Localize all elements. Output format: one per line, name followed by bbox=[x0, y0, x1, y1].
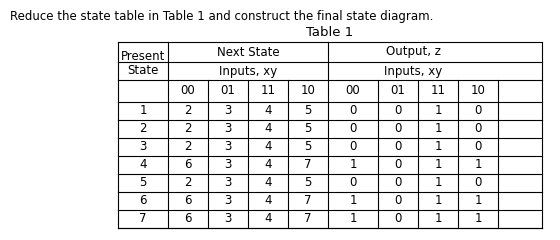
Text: 1: 1 bbox=[474, 158, 482, 172]
Text: 4: 4 bbox=[264, 194, 272, 208]
Text: Reduce the state table in Table 1 and construct the final state diagram.: Reduce the state table in Table 1 and co… bbox=[10, 10, 433, 23]
Text: 7: 7 bbox=[304, 194, 312, 208]
Text: 5: 5 bbox=[304, 122, 312, 136]
Text: Table 1: Table 1 bbox=[306, 26, 353, 40]
Text: Next State: Next State bbox=[217, 46, 279, 59]
Text: 2: 2 bbox=[139, 122, 147, 136]
Text: 7: 7 bbox=[139, 212, 147, 226]
Text: 3: 3 bbox=[225, 176, 232, 190]
Text: 0: 0 bbox=[349, 176, 357, 190]
Text: 1: 1 bbox=[434, 212, 442, 226]
Text: 0: 0 bbox=[394, 212, 402, 226]
Text: 6: 6 bbox=[184, 158, 192, 172]
Text: 1: 1 bbox=[349, 158, 357, 172]
Text: 1: 1 bbox=[434, 176, 442, 190]
Text: Present: Present bbox=[121, 49, 165, 62]
Text: 2: 2 bbox=[184, 176, 192, 190]
Text: Inputs, xy: Inputs, xy bbox=[219, 65, 277, 78]
Text: 6: 6 bbox=[184, 194, 192, 208]
Text: 1: 1 bbox=[434, 194, 442, 208]
Text: 0: 0 bbox=[474, 104, 482, 118]
Text: 6: 6 bbox=[139, 194, 147, 208]
Text: 2: 2 bbox=[184, 104, 192, 118]
Text: 1: 1 bbox=[139, 104, 147, 118]
Text: 7: 7 bbox=[304, 158, 312, 172]
Text: 1: 1 bbox=[434, 140, 442, 154]
Text: 11: 11 bbox=[260, 84, 276, 97]
Text: 4: 4 bbox=[264, 104, 272, 118]
Text: 0: 0 bbox=[394, 176, 402, 190]
Text: 3: 3 bbox=[225, 194, 232, 208]
Text: 3: 3 bbox=[225, 122, 232, 136]
Text: 3: 3 bbox=[139, 140, 147, 154]
Text: 1: 1 bbox=[474, 212, 482, 226]
Text: 1: 1 bbox=[434, 122, 442, 136]
Text: 0: 0 bbox=[394, 104, 402, 118]
Text: 4: 4 bbox=[264, 212, 272, 226]
Text: 01: 01 bbox=[221, 84, 235, 97]
Text: 0: 0 bbox=[474, 122, 482, 136]
Text: 0: 0 bbox=[394, 158, 402, 172]
Text: 0: 0 bbox=[394, 140, 402, 154]
Text: 10: 10 bbox=[301, 84, 315, 97]
Text: 6: 6 bbox=[184, 212, 192, 226]
Text: 0: 0 bbox=[349, 104, 357, 118]
Text: Inputs, xy: Inputs, xy bbox=[384, 65, 442, 78]
Text: 1: 1 bbox=[434, 158, 442, 172]
Text: 0: 0 bbox=[349, 122, 357, 136]
Text: 01: 01 bbox=[390, 84, 405, 97]
Text: 4: 4 bbox=[264, 158, 272, 172]
Text: 0: 0 bbox=[474, 176, 482, 190]
Text: 10: 10 bbox=[470, 84, 486, 97]
Text: 5: 5 bbox=[304, 104, 312, 118]
Text: 4: 4 bbox=[264, 176, 272, 190]
Text: 1: 1 bbox=[349, 212, 357, 226]
Text: 3: 3 bbox=[225, 104, 232, 118]
Text: 00: 00 bbox=[181, 84, 195, 97]
Text: 3: 3 bbox=[225, 140, 232, 154]
Text: 4: 4 bbox=[264, 140, 272, 154]
Text: 5: 5 bbox=[304, 140, 312, 154]
Text: 1: 1 bbox=[434, 104, 442, 118]
Text: 0: 0 bbox=[349, 140, 357, 154]
Text: 00: 00 bbox=[346, 84, 361, 97]
Text: State: State bbox=[127, 64, 158, 77]
Text: 2: 2 bbox=[184, 140, 192, 154]
Text: 4: 4 bbox=[139, 158, 147, 172]
Text: 2: 2 bbox=[184, 122, 192, 136]
Text: 3: 3 bbox=[225, 212, 232, 226]
Text: 4: 4 bbox=[264, 122, 272, 136]
Text: 1: 1 bbox=[474, 194, 482, 208]
Text: 0: 0 bbox=[394, 194, 402, 208]
Text: 3: 3 bbox=[225, 158, 232, 172]
Text: 0: 0 bbox=[474, 140, 482, 154]
Text: 7: 7 bbox=[304, 212, 312, 226]
Text: 5: 5 bbox=[139, 176, 147, 190]
Text: Output, z: Output, z bbox=[385, 46, 441, 59]
Text: 11: 11 bbox=[431, 84, 446, 97]
Text: 1: 1 bbox=[349, 194, 357, 208]
Text: 0: 0 bbox=[394, 122, 402, 136]
Text: 5: 5 bbox=[304, 176, 312, 190]
